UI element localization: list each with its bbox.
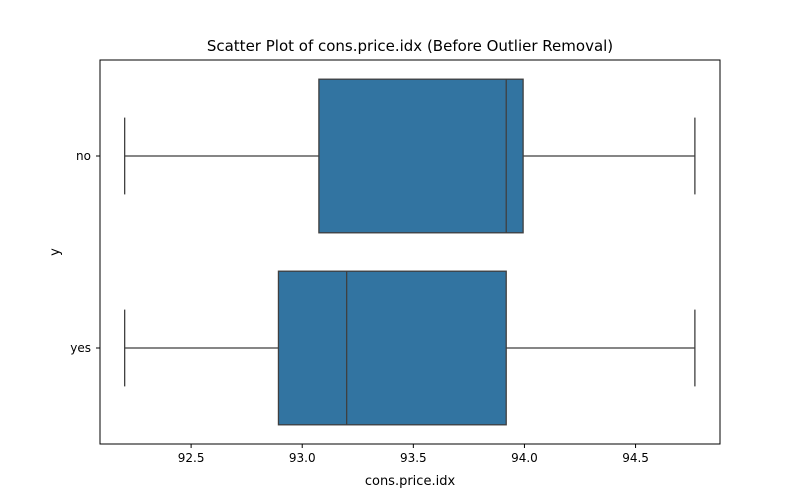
x-tick-label: 94.0 — [511, 451, 538, 465]
box-no — [124, 78, 696, 234]
x-axis-ticks: 92.5 93.0 93.5 94.0 94.5 — [178, 444, 649, 465]
y-tick-label: no — [76, 149, 91, 163]
box-yes — [124, 270, 696, 426]
y-axis-label: y — [48, 248, 63, 256]
axes-frame — [99, 59, 721, 445]
iqr-box-no — [318, 78, 524, 234]
x-tick-label: 92.5 — [178, 451, 205, 465]
x-axis-label: cons.price.idx — [365, 474, 456, 489]
x-tick-label: 94.5 — [622, 451, 649, 465]
x-tick-label: 93.5 — [400, 451, 427, 465]
iqr-box-yes — [277, 270, 507, 426]
plot-area — [124, 78, 696, 426]
y-tick-label: yes — [70, 341, 91, 355]
y-axis-ticks: no yes — [70, 149, 100, 355]
chart-title: Scatter Plot of cons.price.idx (Before O… — [207, 37, 613, 55]
x-tick-label: 93.0 — [289, 451, 316, 465]
